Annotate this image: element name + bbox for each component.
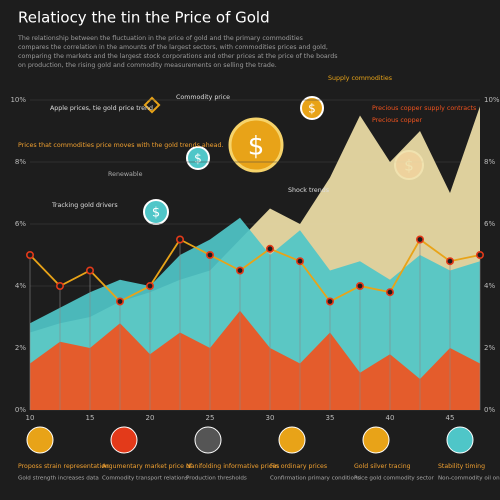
point (415, 235, 424, 244)
y-tick-label: 2% (484, 344, 495, 352)
point (445, 257, 454, 266)
footer-title: Nanifolding informative prices (186, 463, 279, 470)
y-tick-label: 0% (484, 406, 495, 414)
x-tick-label: 45 (446, 414, 455, 422)
point (236, 266, 245, 275)
callout: Tracking gold drivers (51, 202, 118, 209)
diamond (143, 96, 161, 114)
y-tick-label: 4% (484, 282, 495, 290)
coin (186, 146, 210, 170)
footer-title: Argumentary market price of (102, 463, 193, 470)
footer-text: Gold strength increases data (18, 476, 99, 482)
point (295, 257, 304, 266)
callout: Precious copper supply contracts (372, 105, 476, 112)
point (86, 266, 95, 275)
x-tick-label: 30 (266, 414, 275, 422)
footer-text: Production thresholds (186, 476, 247, 482)
coin-icon: $ (308, 102, 316, 116)
intro-line: The relationship between the fluctuation… (17, 35, 303, 42)
plot: 0% 0% 2% 2% 4% 4% 6% 6% 8% 8% 10% 10% 10 15 20 25 30 35 40… (10, 96, 499, 422)
callout: Prices that commodities price moves with… (18, 142, 223, 149)
point (206, 251, 215, 260)
coin-icon: $ (152, 206, 160, 221)
coin-icon: $ (194, 152, 202, 166)
point (475, 251, 484, 260)
callout: Supply commodities (328, 75, 392, 82)
point (25, 251, 34, 260)
point (55, 281, 64, 290)
footer-icon (446, 426, 474, 454)
footer-text: Price gold commodity sector (354, 476, 435, 482)
footer-title: Gold silver tracing (354, 463, 411, 470)
y-tick-label: 4% (15, 282, 26, 290)
footer-text: Confirmation primary conditions (270, 476, 361, 482)
callout: Shock trends (288, 187, 329, 194)
callout: Renewable (108, 171, 143, 178)
footer-text: Non-commodity oil on all (438, 476, 500, 482)
intro-line: comparing the markets and the largest st… (18, 53, 338, 60)
footer-title: Proposs strain representation (18, 463, 109, 470)
coin (300, 96, 324, 120)
y-tick-label: 6% (15, 220, 26, 228)
title: Relatiocy the tin the Price of Gold (18, 9, 270, 27)
intro-line: on production, the rising gold and commo… (18, 62, 277, 69)
y-tick-label: 2% (15, 344, 26, 352)
x-tick-label: 35 (326, 414, 335, 422)
point (385, 288, 394, 297)
x-tick-label: 15 (86, 414, 95, 422)
footer-title: Fin ordinary prices (270, 463, 327, 470)
footer-icon (278, 426, 306, 454)
y-tick-label: 10% (484, 96, 500, 104)
point (146, 281, 155, 290)
callout: Commodity price (176, 94, 230, 101)
x-tick-label: 10 (26, 414, 35, 422)
footer-text: Commodity transport relations (102, 476, 188, 482)
line (29, 238, 481, 303)
intro-line: compares the correlation in the amounts … (18, 44, 328, 51)
coin (228, 117, 284, 173)
footer-icon (362, 426, 390, 454)
y-tick-label: 8% (15, 158, 26, 166)
y-tick-label: 0% (15, 406, 26, 414)
point (176, 235, 185, 244)
point (265, 244, 274, 253)
footer-icon (194, 426, 222, 454)
point (355, 281, 364, 290)
coin-icon: $ (248, 132, 265, 162)
callout: Apple prices, tie gold price trend (50, 105, 153, 112)
y-tick-label: 8% (484, 158, 495, 166)
area (30, 310, 480, 410)
footer-icon (110, 426, 138, 454)
point (116, 297, 125, 306)
callout: Precious copper (372, 117, 423, 124)
footer-icon (26, 426, 54, 454)
point (325, 297, 334, 306)
x-tick-label: 20 (146, 414, 155, 422)
footer-title: Stability timing (438, 463, 485, 470)
y-tick-label: 10% (10, 96, 26, 104)
y-tick-label: 6% (484, 220, 495, 228)
x-tick-label: 40 (386, 414, 395, 422)
footer: Proposs strain representation Gold streng… (18, 426, 500, 482)
x-tick-label: 25 (206, 414, 215, 422)
